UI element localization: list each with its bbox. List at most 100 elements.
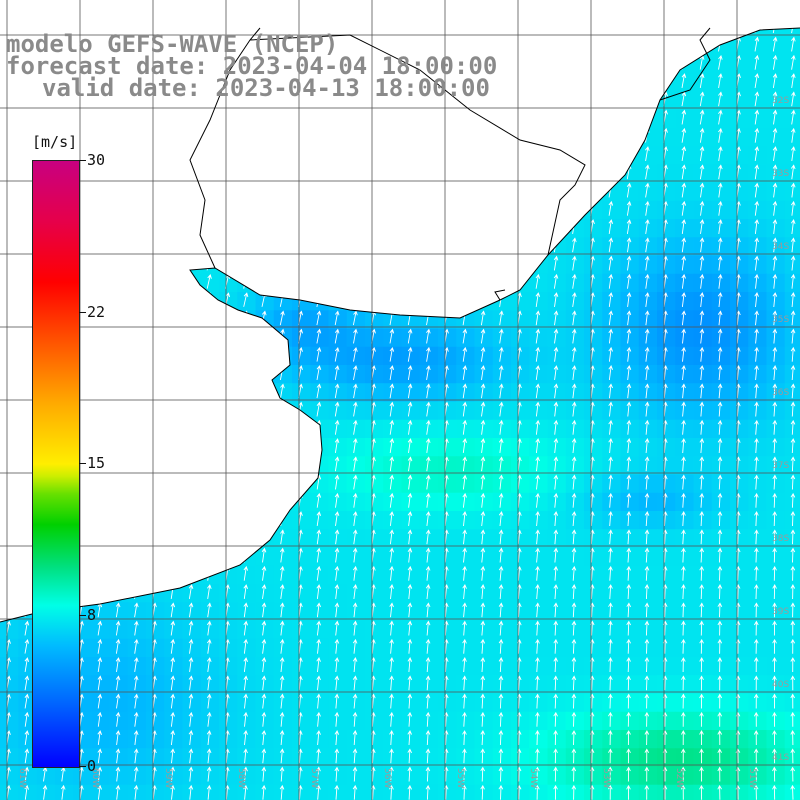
wind-arrow bbox=[188, 766, 194, 782]
wind-arrow bbox=[352, 219, 358, 234]
wind-cell bbox=[748, 565, 768, 585]
wind-arrow bbox=[316, 346, 322, 362]
wind-arrow bbox=[571, 511, 577, 527]
wind-arrow bbox=[243, 419, 249, 435]
wind-arrow bbox=[407, 638, 413, 654]
wind-cell bbox=[492, 328, 512, 348]
wind-cell bbox=[383, 766, 403, 786]
wind-cell bbox=[0, 383, 19, 403]
wind-arrow bbox=[316, 602, 322, 618]
wind-cell bbox=[657, 292, 676, 311]
wind-arrow bbox=[553, 419, 559, 435]
wind-cell bbox=[401, 602, 421, 622]
wind-arrow bbox=[699, 730, 704, 745]
wind-arrow bbox=[772, 383, 778, 399]
wind-cell bbox=[0, 675, 19, 695]
wind-cell bbox=[511, 657, 530, 676]
wind-cell bbox=[365, 511, 384, 530]
wind-cell bbox=[164, 657, 184, 676]
wind-cell bbox=[127, 784, 147, 800]
wind-cell bbox=[200, 784, 220, 800]
wind-cell bbox=[127, 638, 147, 658]
wind-arrow bbox=[389, 784, 394, 800]
wind-cell bbox=[730, 237, 749, 257]
wind-arrow bbox=[718, 28, 723, 34]
wind-arrow bbox=[754, 109, 760, 125]
wind-cell bbox=[748, 748, 768, 768]
wind-cell bbox=[730, 365, 749, 384]
wind-cell bbox=[547, 620, 567, 640]
wind-cell bbox=[565, 547, 585, 567]
wind-cell bbox=[711, 91, 731, 111]
wind-cell bbox=[693, 255, 713, 275]
wind-arrow bbox=[353, 1, 358, 14]
wind-arrow bbox=[334, 730, 340, 746]
wind-arrow bbox=[261, 675, 267, 691]
wind-arrow bbox=[699, 164, 705, 180]
wind-cell bbox=[638, 182, 658, 202]
wind-cell bbox=[620, 730, 640, 749]
wind-cell bbox=[693, 565, 713, 585]
wind-cell bbox=[638, 255, 658, 275]
wind-cell bbox=[565, 529, 585, 549]
wind-arrow bbox=[316, 1, 321, 14]
wind-arrow bbox=[352, 711, 358, 727]
wind-arrow bbox=[480, 273, 486, 289]
wind-cell bbox=[456, 748, 476, 768]
wind-arrow bbox=[572, 292, 577, 307]
wind-cell bbox=[346, 474, 366, 494]
wind-arrow bbox=[644, 511, 650, 527]
wind-cell bbox=[365, 438, 384, 457]
wind-cell bbox=[620, 456, 640, 476]
wind-cell bbox=[456, 565, 476, 585]
wind-cell bbox=[346, 365, 366, 384]
wind-arrow bbox=[389, 182, 395, 198]
wind-arrow bbox=[188, 602, 194, 618]
wind-cell bbox=[273, 164, 293, 184]
wind-cell bbox=[675, 657, 695, 676]
wind-arrow bbox=[681, 346, 686, 362]
wind-cell bbox=[657, 36, 676, 56]
wind-cell bbox=[620, 675, 640, 695]
wind-cell bbox=[438, 584, 457, 603]
wind-cell bbox=[273, 438, 293, 457]
wind-cell bbox=[182, 766, 202, 786]
wind-arrow bbox=[279, 766, 285, 782]
wind-cell bbox=[675, 547, 695, 567]
wind-arrow bbox=[608, 292, 614, 307]
wind-arrow bbox=[407, 784, 413, 800]
wind-cell bbox=[237, 109, 257, 129]
wind-arrow bbox=[772, 711, 777, 727]
wind-arrow bbox=[644, 255, 650, 271]
wind-cell bbox=[675, 492, 695, 512]
wind-arrow bbox=[353, 346, 358, 362]
wind-arrow bbox=[316, 438, 322, 453]
wind-cell bbox=[766, 127, 786, 147]
wind-arrow bbox=[115, 657, 121, 672]
wind-arrow bbox=[480, 711, 486, 727]
wind-arrow bbox=[261, 474, 267, 490]
wind-cell bbox=[711, 547, 731, 567]
wind-cell bbox=[547, 730, 567, 749]
wind-cell bbox=[730, 310, 749, 330]
wind-arrow bbox=[115, 274, 121, 289]
wind-cell bbox=[182, 693, 202, 713]
wind-arrow bbox=[115, 128, 121, 143]
wind-cell bbox=[255, 273, 275, 293]
wind-arrow bbox=[498, 730, 504, 746]
wind-arrow bbox=[772, 36, 778, 52]
wind-cell bbox=[657, 182, 676, 202]
wind-cell bbox=[584, 529, 603, 549]
wind-cell bbox=[401, 657, 421, 676]
wind-cell bbox=[620, 584, 640, 603]
wind-cell bbox=[675, 784, 695, 800]
wind-arrow bbox=[316, 711, 321, 727]
wind-cell bbox=[529, 54, 549, 74]
wind-arrow bbox=[498, 748, 504, 764]
wind-cell bbox=[310, 657, 330, 676]
wind-arrow bbox=[626, 292, 632, 307]
wind-arrow bbox=[772, 547, 777, 563]
wind-cell bbox=[419, 584, 439, 603]
wind-arrow bbox=[571, 547, 577, 563]
wind-arrow bbox=[425, 127, 431, 143]
